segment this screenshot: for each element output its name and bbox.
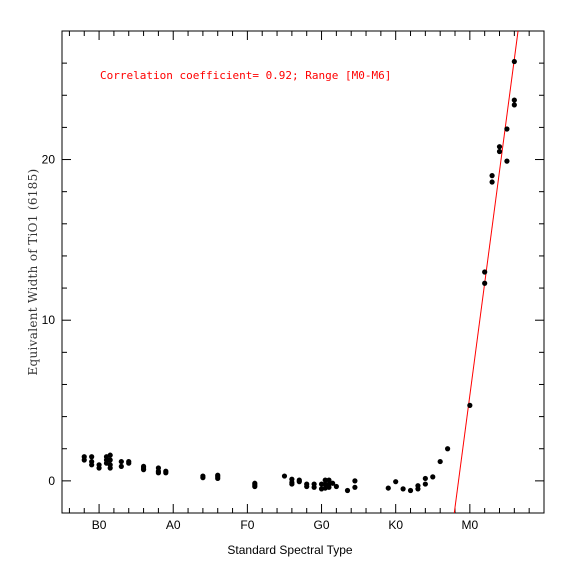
data-point	[352, 484, 358, 490]
correlation-annotation: Correlation coefficient= 0.92; Range [M0…	[100, 69, 391, 82]
data-point	[504, 126, 510, 132]
data-point	[107, 465, 113, 471]
x-axis-title: Standard Spectral Type	[227, 543, 353, 557]
data-point	[393, 479, 399, 485]
data-point	[415, 486, 421, 492]
data-point	[289, 481, 295, 487]
data-point	[118, 458, 124, 465]
data-point	[400, 486, 406, 492]
tick-labels: B0 A0 F0 G0 K0 M0 0 10 20	[42, 153, 479, 532]
data-point	[296, 479, 302, 485]
data-point	[330, 480, 336, 486]
data-point	[215, 475, 221, 482]
data-point	[318, 481, 325, 487]
x-tick-label: F0	[240, 518, 254, 532]
data-point	[422, 475, 428, 482]
data-point	[489, 173, 495, 179]
data-points	[81, 58, 517, 494]
data-point	[252, 483, 258, 490]
y-tick-label: 10	[42, 313, 56, 327]
data-point	[326, 477, 332, 483]
x-tick-label: M0	[462, 518, 479, 532]
y-tick-label: 20	[42, 153, 56, 167]
data-point	[155, 470, 161, 476]
data-point	[352, 478, 358, 484]
plot-frame	[61, 30, 545, 514]
data-point	[96, 465, 102, 471]
data-point	[496, 144, 503, 150]
data-point	[344, 487, 351, 494]
x-tick-label: A0	[166, 518, 181, 532]
data-point	[482, 269, 488, 275]
data-point	[140, 467, 147, 473]
data-point	[504, 158, 510, 164]
data-point	[304, 483, 310, 490]
data-point	[107, 457, 113, 463]
data-point	[89, 462, 95, 468]
data-point	[407, 487, 414, 494]
data-point	[385, 485, 391, 491]
data-point	[326, 484, 332, 490]
data-point	[107, 452, 113, 458]
data-point	[311, 484, 317, 490]
data-point	[89, 454, 95, 460]
data-point	[322, 477, 328, 483]
data-point	[496, 148, 503, 155]
data-point	[489, 179, 495, 185]
data-point	[437, 458, 443, 465]
data-point	[511, 102, 517, 108]
x-tick-label: G0	[314, 518, 330, 532]
data-point	[445, 446, 451, 452]
y-axis-title: Equivalent Width of TiO1 (6185)	[26, 168, 40, 375]
data-point	[281, 473, 288, 479]
data-point	[81, 457, 87, 463]
data-point	[333, 483, 339, 490]
data-point	[430, 474, 436, 480]
data-point	[126, 460, 132, 466]
data-point	[511, 97, 517, 103]
tick-marks	[62, 30, 544, 514]
data-point	[482, 280, 488, 286]
x-tick-label: B0	[92, 518, 107, 532]
data-point	[200, 475, 206, 481]
data-point	[163, 470, 169, 476]
data-point	[467, 402, 473, 408]
data-point	[422, 481, 428, 487]
data-point	[118, 463, 124, 470]
data-point	[322, 481, 328, 487]
data-point	[511, 58, 517, 65]
y-tick-label: 0	[48, 474, 55, 488]
x-tick-label: K0	[388, 518, 403, 532]
